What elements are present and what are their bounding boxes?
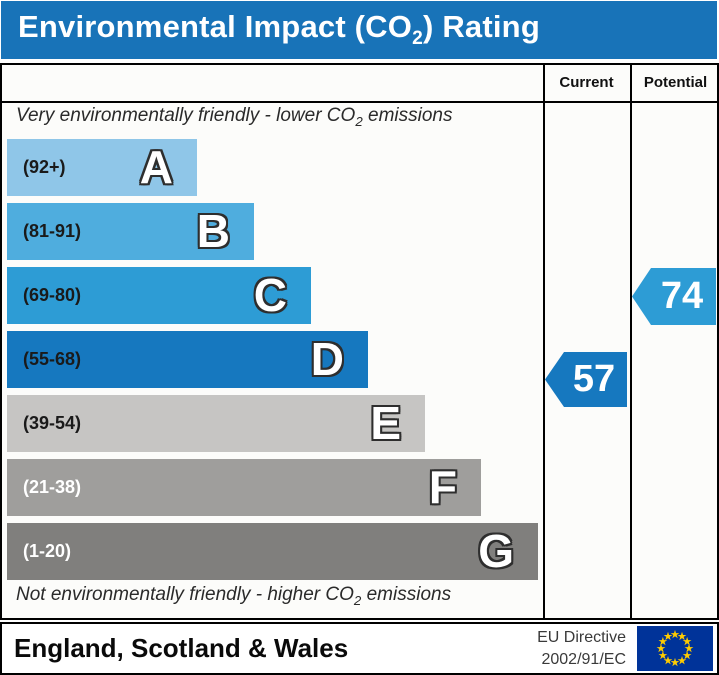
potential-column-header: Potential [643, 74, 708, 91]
band-range-label: (69-80) [23, 285, 82, 305]
band-e: (39-54) E [7, 395, 425, 452]
eu-directive-text: EU Directive 2002/91/EC [537, 629, 626, 668]
band-range-label: (92+) [23, 157, 66, 177]
band-a: (92+) A [7, 139, 197, 196]
band-f: (21-38) F [7, 459, 481, 516]
header-divider [2, 101, 717, 103]
potential-rating-value: 74 [660, 275, 704, 317]
current-column-header: Current [559, 74, 614, 91]
column-divider-current [543, 65, 545, 618]
band-range-label: (21-38) [23, 477, 82, 497]
region-label: England, Scotland & Wales [14, 633, 349, 663]
band-letter: B [196, 205, 230, 257]
band-range-label: (39-54) [23, 413, 82, 433]
band-range-label: (55-68) [23, 349, 82, 369]
current-rating-value: 57 [572, 358, 616, 400]
band-letter: F [428, 461, 457, 513]
band-letter: E [370, 397, 401, 449]
bottom-note: Not environmentally friendly - higher CO… [16, 584, 452, 608]
band-b: (81-91) B [7, 203, 254, 260]
band-letter: G [478, 525, 514, 577]
band-range-label: (1-20) [23, 541, 72, 561]
band-letter: A [139, 141, 173, 193]
chart-title-bar: Environmental Impact (CO2) Rating [1, 1, 717, 59]
band-letter: C [253, 269, 287, 321]
band-d: (55-68) D [7, 331, 368, 388]
band-g: (1-20) G [7, 523, 538, 580]
band-c: (69-80) C [7, 267, 311, 324]
eu-flag-icon [637, 626, 713, 671]
potential-rating-arrow: 74 [632, 268, 716, 325]
footer-bar: England, Scotland & Wales EU Directive 2… [0, 622, 719, 675]
current-rating-arrow: 57 [545, 352, 627, 407]
band-letter: D [310, 333, 344, 385]
chart-title: Environmental Impact (CO2) Rating [18, 9, 540, 50]
column-divider-potential [630, 65, 632, 618]
band-range-label: (81-91) [23, 221, 82, 241]
top-note: Very environmentally friendly - lower CO… [16, 105, 453, 129]
rating-table: Current Potential Very environmentally f… [0, 63, 719, 620]
eu-directive-block: EU Directive 2002/91/EC [537, 626, 717, 671]
